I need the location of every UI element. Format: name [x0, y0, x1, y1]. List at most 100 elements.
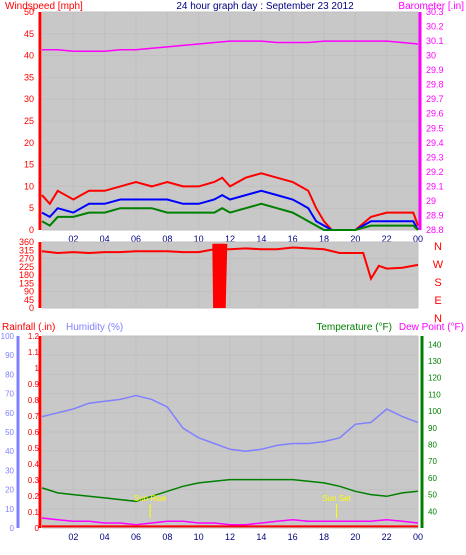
wind-tick-label: 25: [24, 116, 34, 126]
dewpoint-title: Dew Point (°F): [399, 322, 464, 333]
x-tick-label: 02: [68, 234, 78, 244]
humidity-series-line: [41, 394, 419, 452]
x-tick-label: 22: [382, 234, 392, 244]
x-tick-label: 12: [225, 234, 235, 244]
climate-panel-grid: [42, 335, 419, 529]
rain-tick-label: 0.2: [28, 492, 40, 501]
barometer-tick-label: 29.1: [426, 181, 444, 191]
rain-tick-label: 0.5: [28, 444, 40, 453]
direction-tick-label: 315: [19, 245, 34, 255]
x-tick-label: 20: [350, 532, 360, 542]
x-tick-label: 06: [131, 234, 141, 244]
wind-tick-label: 45: [24, 29, 34, 39]
rain-axis: 0 0.1 0.2 0.3 0.4 0.5 0.6 0.7 0.8 0.9 1 1.1 1.2: [28, 332, 42, 533]
x-tick-label: 08: [162, 532, 172, 542]
barometer-tick-label: 29.9: [426, 65, 444, 75]
compass-label: N: [434, 313, 442, 325]
x-tick-label: 10: [194, 234, 204, 244]
humidity-tick-label: 100: [1, 332, 15, 341]
barometer-tick-label: 29.5: [426, 123, 444, 133]
x-tick-label: 20: [350, 234, 360, 244]
humidity-tick-label: 0: [10, 524, 15, 533]
compass-label: E: [434, 295, 441, 307]
direction_gap-series-line: [212, 243, 228, 309]
rain-tick-label: 0.4: [28, 460, 40, 469]
x-tick-label: 18: [319, 234, 329, 244]
x-tick-label: 06: [131, 532, 141, 542]
humidity-title: Humidity (%): [66, 322, 123, 333]
rainfall-title: Rainfall (.in): [2, 322, 55, 333]
wind-tick-label: 35: [24, 72, 34, 82]
humidity-tick-label: 70: [5, 390, 14, 399]
wind-right-axis: 28.8 28.9 29 29.1 29.2 29.3 29.4 29.5 29.6 29.7 29…: [418, 7, 444, 235]
wind-tick-label: 40: [24, 51, 34, 61]
compass-label: N: [434, 241, 442, 253]
direction-tick-label: 135: [19, 278, 34, 288]
temperature-tick-label: 100: [428, 407, 442, 416]
climate-panel-series: [41, 394, 419, 528]
humidity-tick-label: 60: [5, 409, 14, 418]
x-tick-label: 18: [319, 532, 329, 542]
wind-tick-label: 0: [29, 225, 34, 235]
direction-tick-label: 225: [19, 262, 34, 272]
temperature-tick-label: 110: [428, 390, 441, 399]
temperature-tick-label: 130: [428, 357, 442, 366]
x-tick-label: 04: [100, 234, 110, 244]
wind_low-series-line: [41, 202, 419, 231]
wind-x-axis: 02 04 06 08 10 12 14 16 18 20 22 00: [68, 234, 423, 244]
temperature-tick-label: 60: [428, 474, 437, 483]
wind-left-axis: 0 5 10 15 20 25 30 35 40 45 50: [24, 7, 42, 235]
direction-tick-label: 45: [24, 295, 34, 305]
rain-tick-label: 1: [35, 364, 40, 373]
humidity-tick-label: 20: [5, 486, 14, 495]
barometer-tick-label: 30.2: [426, 22, 444, 32]
barometer-tick-label: 30.3: [426, 7, 444, 17]
temperature-tick-label: 140: [428, 340, 442, 349]
wind-tick-label: 5: [29, 203, 34, 213]
temperature-tick-label: 40: [428, 507, 437, 516]
wind-tick-label: 30: [24, 94, 34, 104]
temperature-title: Temperature (°F): [316, 322, 392, 333]
sun-marker-label: Sun Set: [322, 494, 351, 503]
dewpoint-series-line: [41, 517, 419, 526]
compass-label: S: [434, 277, 441, 289]
temperature-tick-label: 70: [428, 457, 437, 466]
x-tick-label: 14: [256, 532, 266, 542]
rain-tick-label: 0.7: [28, 412, 40, 421]
direction-tick-label: 180: [19, 270, 34, 280]
temperature-tick-label: 80: [428, 441, 437, 450]
humidity-tick-label: 80: [5, 370, 14, 379]
barometer-tick-label: 29: [426, 196, 436, 206]
direction-tick-label: 0: [29, 303, 34, 313]
temperature-axis: 40 50 60 70 80 90 100 110 120 130 140: [420, 336, 442, 528]
rain-tick-label: 0.8: [28, 396, 40, 405]
wind-tick-label: 15: [24, 160, 34, 170]
rain-tick-label: 1.1: [28, 348, 40, 357]
barometer-title: Barometer [.in]: [398, 1, 464, 12]
windspeed-title: Windspeed [mph]: [5, 1, 83, 12]
humidity-tick-label: 10: [5, 505, 14, 514]
barometer-tick-label: 29.7: [426, 94, 444, 104]
x-tick-label: 22: [382, 532, 392, 542]
humidity-tick-label: 90: [5, 351, 14, 360]
x-tick-label: 00: [413, 234, 423, 244]
humidity-tick-label: 50: [5, 428, 14, 437]
temperature-series-line: [41, 478, 419, 503]
compass-label: W: [433, 259, 444, 271]
wind-tick-label: 20: [24, 138, 34, 148]
temperature-tick-label: 90: [428, 424, 437, 433]
humidity-tick-label: 40: [5, 447, 14, 456]
rain-tick-label: 1.2: [28, 332, 40, 341]
wind-panel-series: [41, 40, 419, 231]
x-tick-label: 14: [256, 234, 266, 244]
x-tick-label: 02: [68, 532, 78, 542]
sun-marker-label: Sun Rise: [134, 494, 167, 503]
humidity-axis: 0 10 20 30 40 50 60 70 80 90 100: [1, 332, 20, 533]
barometer-tick-label: 29.8: [426, 80, 444, 90]
graph-date-title: 24 hour graph day : September 23 2012: [176, 1, 354, 12]
barometer-tick-label: 28.9: [426, 210, 444, 220]
barometer-tick-label: 29.3: [426, 152, 444, 162]
barometer-tick-label: 30.1: [426, 36, 444, 46]
